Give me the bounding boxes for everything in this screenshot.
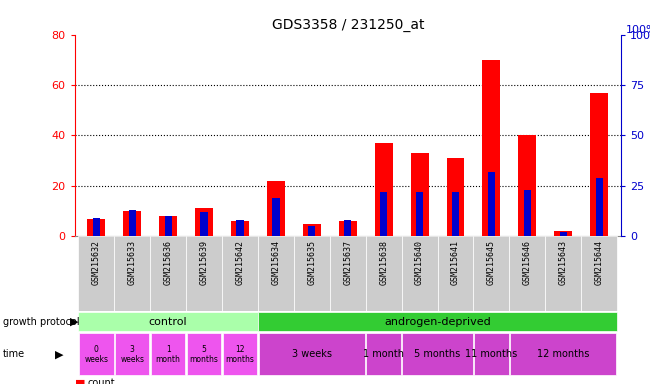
Bar — [303, 223, 321, 236]
Text: 3 weeks: 3 weeks — [292, 349, 332, 359]
Bar — [367, 333, 401, 375]
Bar — [380, 192, 387, 236]
Text: 5 months: 5 months — [415, 349, 461, 359]
Bar — [330, 236, 366, 311]
Bar — [294, 236, 330, 311]
Bar — [272, 198, 280, 236]
Bar — [258, 312, 617, 331]
Bar — [93, 218, 100, 236]
Text: androgen-deprived: androgen-deprived — [384, 316, 491, 327]
Text: GSM215634: GSM215634 — [272, 240, 280, 285]
Text: GSM215641: GSM215641 — [451, 240, 460, 285]
Bar — [411, 153, 428, 236]
Bar — [344, 220, 352, 236]
Bar — [510, 236, 545, 311]
Bar — [195, 209, 213, 236]
Bar — [79, 236, 114, 311]
Bar — [581, 236, 617, 311]
Text: GSM215643: GSM215643 — [559, 240, 568, 285]
Bar — [259, 333, 365, 375]
Bar — [510, 333, 616, 375]
Text: 1 month: 1 month — [363, 349, 404, 359]
Text: GSM215638: GSM215638 — [379, 240, 388, 285]
Bar — [267, 181, 285, 236]
Bar — [437, 236, 473, 311]
Bar — [129, 210, 136, 236]
Bar — [519, 136, 536, 236]
Bar — [554, 231, 572, 236]
Bar — [416, 192, 423, 236]
Text: 1
month: 1 month — [156, 344, 181, 364]
Text: count: count — [88, 378, 116, 384]
Text: ▶: ▶ — [55, 349, 63, 359]
Text: GSM215637: GSM215637 — [343, 240, 352, 285]
Bar — [488, 172, 495, 236]
Bar — [187, 333, 221, 375]
Bar — [87, 218, 105, 236]
Text: 0
weeks: 0 weeks — [84, 344, 109, 364]
Text: GSM215639: GSM215639 — [200, 240, 209, 285]
Text: 5
months: 5 months — [190, 344, 218, 364]
Bar — [339, 221, 357, 236]
Bar — [231, 221, 249, 236]
Bar — [482, 60, 500, 236]
Bar — [114, 236, 150, 311]
Bar — [151, 333, 185, 375]
Bar — [402, 236, 437, 311]
Text: GSM215632: GSM215632 — [92, 240, 101, 285]
Text: 12
months: 12 months — [226, 344, 254, 364]
Bar — [595, 178, 603, 236]
Bar — [115, 333, 150, 375]
Text: ▶: ▶ — [70, 316, 79, 327]
Text: GSM215646: GSM215646 — [523, 240, 532, 285]
Text: time: time — [3, 349, 25, 359]
Text: 11 months: 11 months — [465, 349, 517, 359]
Bar — [545, 236, 581, 311]
Bar — [474, 333, 509, 375]
Text: GSM215640: GSM215640 — [415, 240, 424, 285]
Bar — [79, 333, 114, 375]
Text: GSM215645: GSM215645 — [487, 240, 496, 285]
Bar — [473, 236, 510, 311]
Text: GSM215644: GSM215644 — [595, 240, 604, 285]
Bar — [222, 236, 258, 311]
Text: ■: ■ — [75, 378, 85, 384]
Bar — [200, 212, 207, 236]
Bar — [524, 190, 531, 236]
Text: GSM215636: GSM215636 — [164, 240, 173, 285]
Bar — [447, 158, 465, 236]
Bar — [258, 236, 294, 311]
Bar — [308, 226, 315, 236]
Bar — [124, 211, 141, 236]
Bar — [452, 192, 459, 236]
Bar — [150, 236, 186, 311]
Bar — [366, 236, 402, 311]
Bar — [560, 232, 567, 236]
Text: 12 months: 12 months — [537, 349, 590, 359]
Text: control: control — [149, 316, 187, 327]
Bar — [159, 216, 177, 236]
Text: GSM215642: GSM215642 — [235, 240, 244, 285]
Bar — [237, 220, 244, 236]
Text: GSM215635: GSM215635 — [307, 240, 317, 285]
Text: 100%: 100% — [626, 25, 650, 35]
Bar — [79, 312, 258, 331]
Bar — [186, 236, 222, 311]
Title: GDS3358 / 231250_at: GDS3358 / 231250_at — [272, 18, 424, 32]
Text: GSM215633: GSM215633 — [127, 240, 136, 285]
Bar — [223, 333, 257, 375]
Bar — [402, 333, 473, 375]
Text: 3
weeks: 3 weeks — [120, 344, 144, 364]
Bar — [164, 216, 172, 236]
Text: growth protocol: growth protocol — [3, 316, 80, 327]
Bar — [590, 93, 608, 236]
Bar — [374, 143, 393, 236]
